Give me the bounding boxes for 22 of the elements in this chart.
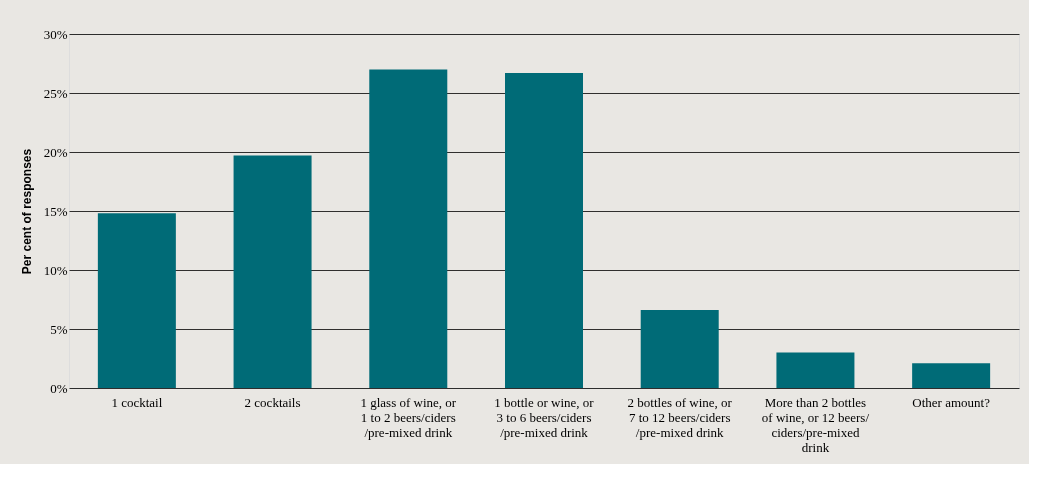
y-axis-title: Per cent of responses (19, 148, 34, 275)
y-tick-label: 20% (43, 144, 68, 160)
bar (369, 69, 448, 388)
x-tick-label: 2 cocktails (244, 394, 301, 410)
bar (912, 363, 991, 388)
bar (640, 310, 719, 388)
bar (505, 72, 583, 388)
y-tick-label: 30% (43, 26, 68, 42)
y-tick-label: 0% (50, 380, 68, 396)
y-tick-label: 10% (43, 262, 68, 278)
x-tick-label: 1 bottle or wine, or 3 to 6 beers/ciders /pre-mixed drink (494, 394, 595, 440)
x-tick-label: More than 2 bottles of wine, or 12 beers/ ciders/pre-mixed drink (761, 394, 870, 455)
x-tick-label: 1 glass of wine, or 1 to 2 beers/ciders /pre-mixed drink (360, 394, 457, 440)
y-tick-label: 5% (50, 321, 68, 337)
bar (233, 155, 312, 388)
bar (97, 213, 176, 388)
x-tick-label: 2 bottles of wine, or 7 to 12 beers/ciders /pre-mixed drink (627, 394, 733, 440)
x-tick-label: 1 cocktail (111, 394, 163, 410)
y-tick-label: 15% (43, 203, 68, 219)
y-tick-label: 25% (43, 85, 68, 101)
bar (776, 352, 855, 388)
x-tick-label: Other amount? (912, 394, 991, 410)
